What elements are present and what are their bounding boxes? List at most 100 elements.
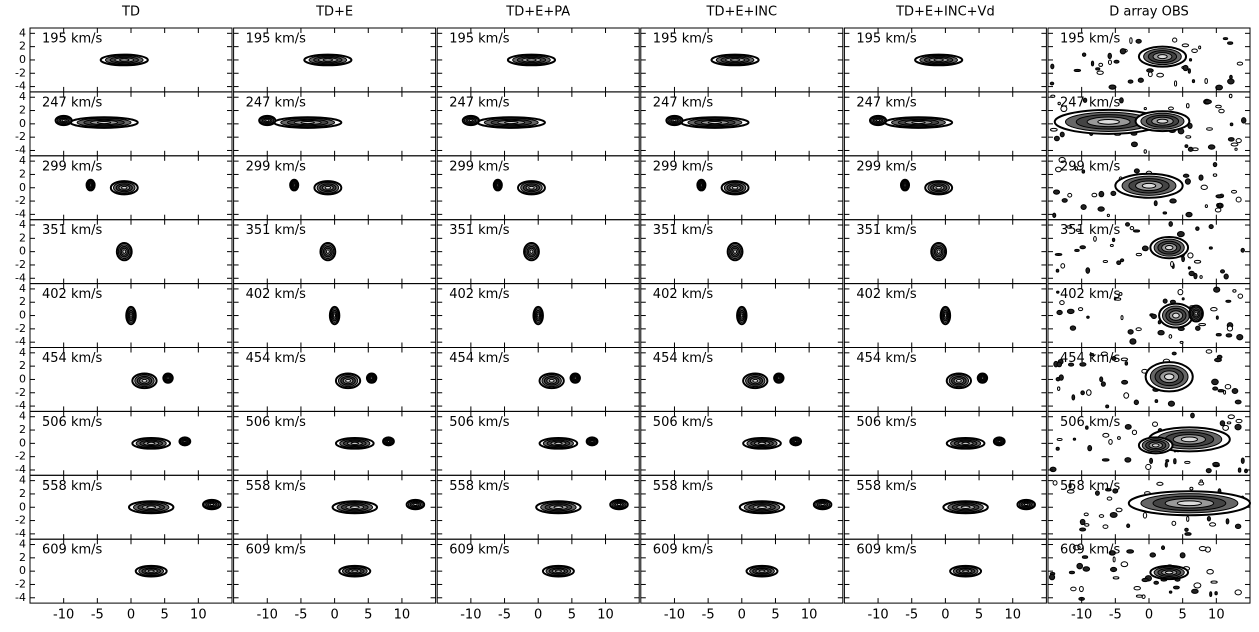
noise xyxy=(1193,259,1202,264)
noise xyxy=(1052,480,1058,486)
emission xyxy=(1053,108,1164,135)
y-tick-label: -4 xyxy=(15,591,26,604)
noise xyxy=(1222,424,1230,431)
channel-label: 351 km/s xyxy=(246,223,307,238)
panel: 609 km/s xyxy=(29,538,233,604)
noise xyxy=(1189,486,1194,491)
emission xyxy=(1114,172,1184,199)
noise xyxy=(1098,62,1104,67)
noise xyxy=(1154,399,1159,404)
noise xyxy=(1218,108,1225,114)
noise xyxy=(1205,349,1213,354)
noise xyxy=(1182,64,1189,72)
noise xyxy=(1112,556,1116,563)
emission xyxy=(1134,110,1191,133)
noise xyxy=(1212,461,1220,467)
noise xyxy=(1066,489,1075,494)
y-tick-label: 0 xyxy=(19,372,26,385)
noise xyxy=(1112,488,1119,494)
noise xyxy=(1052,212,1057,218)
noise xyxy=(1199,275,1203,279)
panel: 506 km/s xyxy=(233,410,437,476)
noise xyxy=(1095,67,1101,71)
channel-label: 299 km/s xyxy=(1060,159,1121,174)
emission xyxy=(134,564,168,578)
noise xyxy=(1068,483,1072,489)
emission xyxy=(506,53,557,67)
noise xyxy=(1081,52,1087,57)
emission xyxy=(924,180,954,196)
noise xyxy=(1056,290,1060,294)
y-tick-label: 2 xyxy=(19,295,26,308)
contour xyxy=(351,569,359,573)
emission xyxy=(535,500,582,515)
noise xyxy=(1164,461,1168,468)
noise xyxy=(1195,226,1200,231)
emission xyxy=(125,305,137,326)
noise xyxy=(1108,550,1116,556)
noise xyxy=(1186,516,1190,522)
x-tick-label: 0 xyxy=(330,608,338,623)
noise xyxy=(1168,221,1173,227)
y-tick-label: -2 xyxy=(15,66,26,79)
panel: 609 km/s xyxy=(640,538,844,604)
emission xyxy=(131,437,172,450)
emission xyxy=(338,564,372,578)
noise xyxy=(1124,361,1129,366)
panel: 506 km/s xyxy=(640,410,844,476)
noise xyxy=(1081,555,1089,559)
x-tick-label: 10 xyxy=(597,608,614,623)
noise xyxy=(1057,386,1061,391)
channel-label: 558 km/s xyxy=(246,479,307,494)
contour xyxy=(729,58,741,62)
noise xyxy=(1078,585,1084,593)
noise xyxy=(1171,520,1177,526)
contour xyxy=(526,58,537,62)
noise xyxy=(1230,189,1238,194)
noise xyxy=(1106,496,1113,501)
noise xyxy=(1152,421,1159,427)
noise xyxy=(1075,228,1081,232)
contour xyxy=(554,441,563,445)
noise xyxy=(1080,390,1085,396)
contour xyxy=(707,120,723,125)
noise xyxy=(1215,84,1223,91)
contour xyxy=(300,120,315,125)
noise xyxy=(1208,246,1213,250)
emission xyxy=(365,372,378,384)
channel-label: 506 km/s xyxy=(1060,415,1121,430)
channel-label: 247 km/s xyxy=(449,95,510,110)
noise xyxy=(1106,213,1110,218)
x-tick-label: 5 xyxy=(975,608,983,623)
noise xyxy=(1234,589,1242,596)
noise xyxy=(1208,224,1214,230)
noise xyxy=(1172,585,1180,590)
contour xyxy=(935,185,942,190)
noise xyxy=(1226,325,1234,332)
noise xyxy=(1070,586,1077,592)
channel-label: 351 km/s xyxy=(449,223,510,238)
noise xyxy=(1107,52,1112,60)
contour xyxy=(141,378,148,383)
noise xyxy=(1121,379,1129,385)
noise xyxy=(1067,362,1075,367)
contour xyxy=(146,441,156,445)
y-tick-label: 4 xyxy=(19,218,26,231)
noise xyxy=(1195,325,1201,331)
contour xyxy=(980,376,984,380)
noise xyxy=(1141,245,1149,252)
y-tick-label: 4 xyxy=(19,346,26,359)
channel-label: 454 km/s xyxy=(42,351,103,366)
noise xyxy=(1079,527,1087,532)
y-tick-label: -4 xyxy=(15,80,26,93)
noise xyxy=(1198,546,1207,552)
noise xyxy=(1169,198,1177,204)
noise xyxy=(1126,523,1131,529)
x-tick-label: 5 xyxy=(364,608,372,623)
noise xyxy=(1119,97,1124,104)
noise xyxy=(1054,253,1063,257)
noise xyxy=(1082,97,1088,103)
contour xyxy=(345,378,351,383)
contour xyxy=(122,249,127,254)
noise xyxy=(1073,68,1082,73)
